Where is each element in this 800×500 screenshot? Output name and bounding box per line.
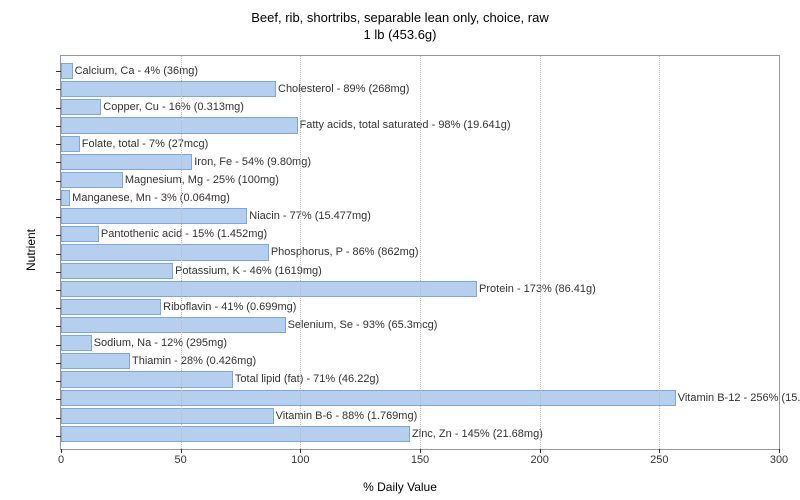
y-tick-mark xyxy=(56,290,61,291)
y-tick-mark xyxy=(56,199,61,200)
gridline xyxy=(300,56,301,449)
bar-label: Zinc, Zn - 145% (21.68mg) xyxy=(408,428,543,440)
bar-label: Fatty acids, total saturated - 98% (19.6… xyxy=(296,119,511,131)
bar-label: Magnesium, Mg - 25% (100mg) xyxy=(121,174,279,186)
bar-label: Copper, Cu - 16% (0.313mg) xyxy=(99,101,244,113)
y-tick-mark xyxy=(56,254,61,255)
bar-label: Manganese, Mn - 3% (0.064mg) xyxy=(68,192,230,204)
bar xyxy=(61,408,274,424)
y-tick-mark xyxy=(56,363,61,364)
x-tick-label: 100 xyxy=(291,449,309,466)
y-tick-mark xyxy=(56,144,61,145)
bar-label: Pantothenic acid - 15% (1.452mg) xyxy=(97,228,267,240)
bar-label: Selenium, Se - 93% (65.3mcg) xyxy=(284,319,438,331)
x-tick-label: 150 xyxy=(411,449,429,466)
bar xyxy=(61,281,477,297)
y-tick-mark xyxy=(56,272,61,273)
y-tick-mark xyxy=(56,217,61,218)
bar xyxy=(61,172,123,188)
x-tick-label: 200 xyxy=(530,449,548,466)
gridline xyxy=(540,56,541,449)
bar xyxy=(61,81,276,97)
y-tick-mark xyxy=(56,308,61,309)
bar-label: Sodium, Na - 12% (295mg) xyxy=(90,337,227,349)
bar-label: Phosphorus, P - 86% (862mg) xyxy=(267,246,419,258)
y-tick-mark xyxy=(56,381,61,382)
bar-label: Vitamin B-12 - 256% (15.38mcg) xyxy=(674,392,800,404)
nutrient-chart: Beef, rib, shortribs, separable lean onl… xyxy=(0,0,800,500)
y-tick-mark xyxy=(56,235,61,236)
bar xyxy=(61,154,192,170)
x-tick-label: 300 xyxy=(770,449,788,466)
bar-label: Potassium, K - 46% (1619mg) xyxy=(171,265,322,277)
bar xyxy=(61,117,298,133)
gridline xyxy=(659,56,660,449)
x-axis-label: % Daily Value xyxy=(363,480,437,494)
y-axis-label: Nutrient xyxy=(24,229,38,271)
title-line-1: Beef, rib, shortribs, separable lean onl… xyxy=(0,10,800,27)
bar xyxy=(61,299,161,315)
x-tick-label: 50 xyxy=(175,449,187,466)
y-tick-mark xyxy=(56,126,61,127)
bar-label: Iron, Fe - 54% (9.80mg) xyxy=(190,156,311,168)
bar-label: Protein - 173% (86.41g) xyxy=(475,283,596,295)
bar xyxy=(61,99,101,115)
y-tick-mark xyxy=(56,418,61,419)
bar-label: Total lipid (fat) - 71% (46.22g) xyxy=(231,373,379,385)
bar xyxy=(61,371,233,387)
x-tick-label: 250 xyxy=(650,449,668,466)
y-tick-mark xyxy=(56,436,61,437)
bar-label: Folate, total - 7% (27mcg) xyxy=(78,138,209,150)
bar xyxy=(61,263,173,279)
bar xyxy=(61,317,286,333)
y-tick-mark xyxy=(56,162,61,163)
gridline xyxy=(420,56,421,449)
bar xyxy=(61,390,676,406)
bar-label: Thiamin - 28% (0.426mg) xyxy=(128,355,256,367)
gridline xyxy=(181,56,182,449)
bar-label: Cholesterol - 89% (268mg) xyxy=(274,83,409,95)
y-tick-mark xyxy=(56,71,61,72)
bar xyxy=(61,353,130,369)
bar xyxy=(61,244,269,260)
x-tick-label: 0 xyxy=(58,449,64,466)
bar xyxy=(61,226,99,242)
bar xyxy=(61,426,410,442)
y-tick-mark xyxy=(56,326,61,327)
bar xyxy=(61,335,92,351)
chart-title: Beef, rib, shortribs, separable lean onl… xyxy=(0,0,800,44)
y-tick-mark xyxy=(56,399,61,400)
y-tick-mark xyxy=(56,108,61,109)
bar-label: Niacin - 77% (15.477mg) xyxy=(245,210,371,222)
bar-label: Calcium, Ca - 4% (36mg) xyxy=(71,65,198,77)
plot-area: Calcium, Ca - 4% (36mg) Cholesterol - 89%… xyxy=(60,55,780,450)
y-tick-mark xyxy=(56,345,61,346)
y-tick-mark xyxy=(56,181,61,182)
y-tick-mark xyxy=(56,89,61,90)
bar xyxy=(61,208,247,224)
title-line-2: 1 lb (453.6g) xyxy=(0,27,800,44)
bar-label: Vitamin B-6 - 88% (1.769mg) xyxy=(272,410,418,422)
